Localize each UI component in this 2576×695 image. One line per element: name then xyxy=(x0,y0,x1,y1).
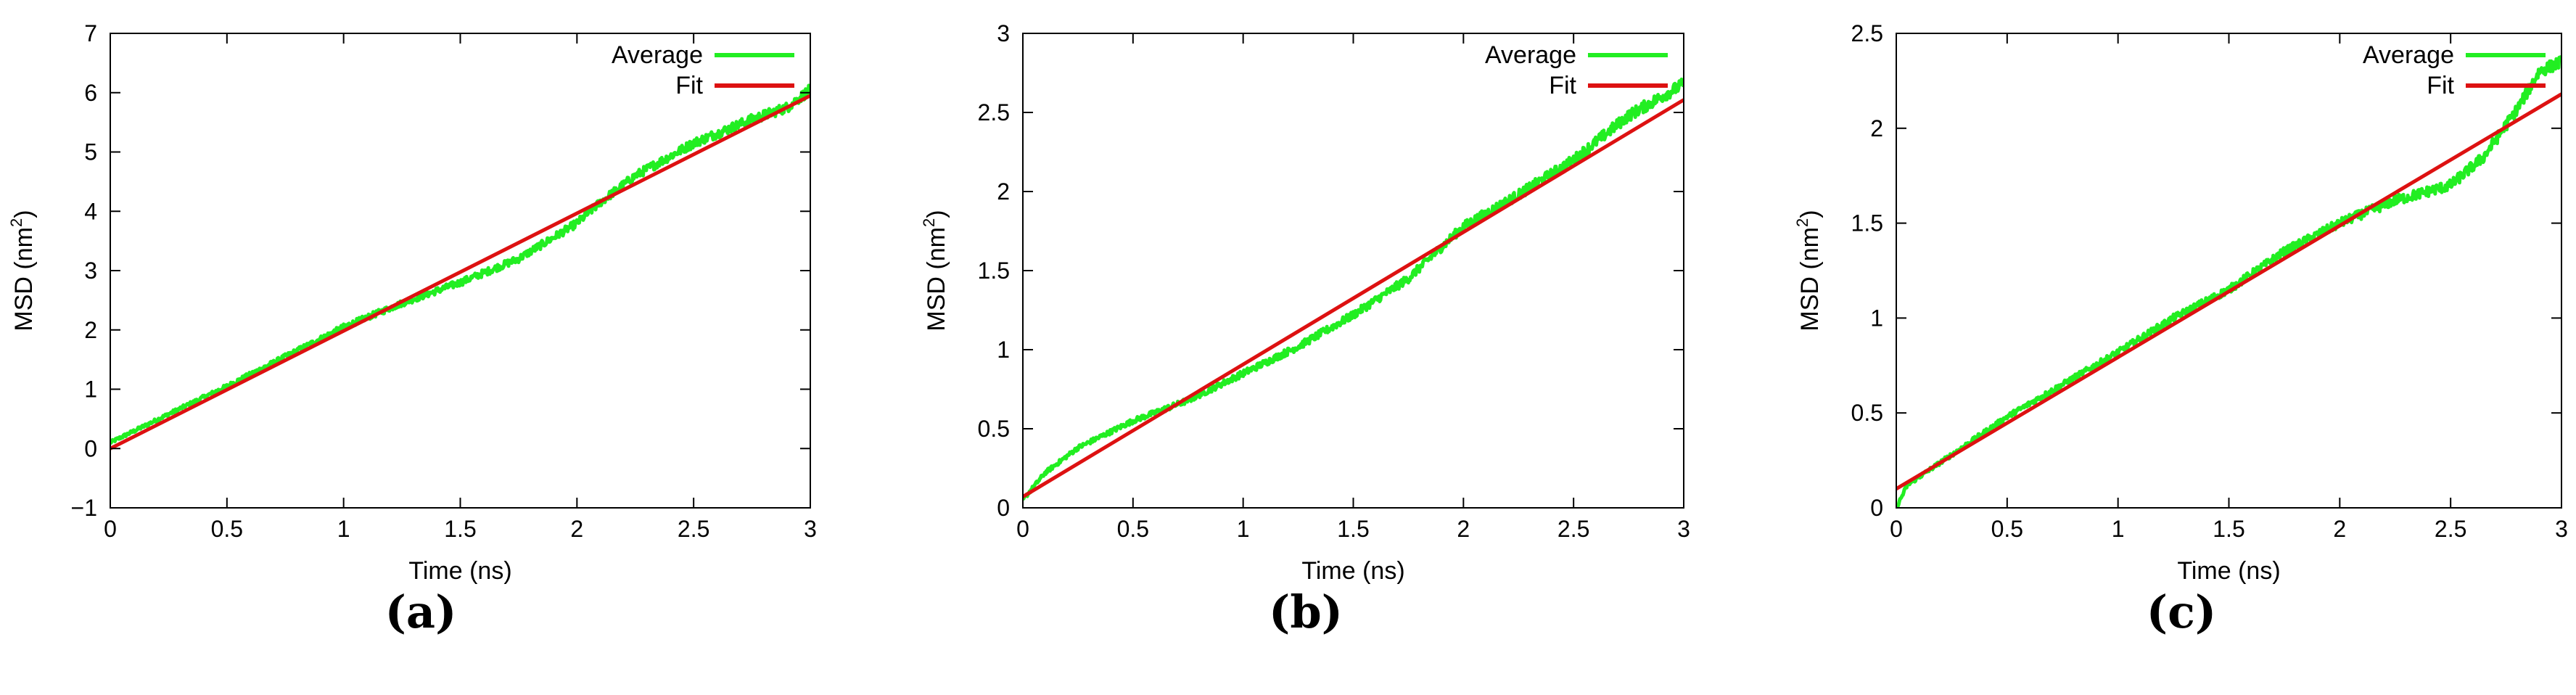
legend-label-average: Average xyxy=(1485,41,1576,69)
x-tick-label: 1.5 xyxy=(444,516,476,542)
x-tick-label: 1.5 xyxy=(1337,516,1369,542)
y-tick-label: 1.5 xyxy=(978,258,1010,284)
y-axis-label: MSD (nm2) xyxy=(920,210,950,331)
series-line-fit xyxy=(110,94,810,451)
x-tick-label: 2 xyxy=(570,516,583,542)
y-tick-label: 2.5 xyxy=(1851,20,1883,46)
y-tick-label: 0.5 xyxy=(1851,400,1883,426)
panel-label: (c) xyxy=(2147,585,2216,638)
y-tick-label: 1 xyxy=(84,377,97,403)
x-tick-label: 0.5 xyxy=(1991,516,2023,542)
y-tick-label: 0.5 xyxy=(978,416,1010,442)
y-tick-label: 2 xyxy=(84,317,97,343)
x-tick-label: 2.5 xyxy=(2435,516,2466,542)
chart-panel-2: 0 0.5 1 1.5 2 2.5 3 0 0.5 1 1.5 2 2.5 3 Time (ns) MSD (… xyxy=(920,20,1690,638)
y-tick-label: 4 xyxy=(84,198,97,224)
panel-label: (a) xyxy=(385,585,457,638)
x-tick-label: 1.5 xyxy=(2213,516,2244,542)
legend-label-fit: Fit xyxy=(2427,72,2454,99)
y-tick-label: 2 xyxy=(1870,115,1883,141)
y-tick-label: 1 xyxy=(1870,305,1883,331)
x-tick-label: 2.5 xyxy=(678,516,709,542)
y-tick-label: 1 xyxy=(997,337,1010,363)
x-tick-label: 0.5 xyxy=(211,516,243,542)
chart-panel-1: 0 0.5 1 1.5 2 2.5 3 −1 0 1 2 3 4 5 6 7 Time (ns) MSD (nm2… xyxy=(7,20,817,638)
series-line-fit xyxy=(1896,92,2561,490)
y-tick-label: 0 xyxy=(1870,495,1883,521)
plot-frame xyxy=(1896,33,2562,509)
x-tick-label: 3 xyxy=(1677,516,1690,542)
series-line-average xyxy=(1023,77,1684,501)
y-tick-label: 2.5 xyxy=(978,99,1010,126)
y-tick-label: −1 xyxy=(71,495,97,521)
x-tick-label: 1 xyxy=(2112,516,2125,542)
chart-panel-3: 0 0.5 1 1.5 2 2.5 3 0 0.5 1 1.5 2 2.5 Time (ns) MSD (n… xyxy=(1793,20,2568,638)
series-line-average xyxy=(110,83,810,445)
x-axis-label: Time (ns) xyxy=(408,557,511,585)
x-tick-label: 3 xyxy=(804,516,817,542)
x-tick-label: 2.5 xyxy=(1557,516,1589,542)
x-tick-label: 3 xyxy=(2555,516,2568,542)
x-tick-label: 0 xyxy=(104,516,117,542)
x-tick-label: 2 xyxy=(2333,516,2346,542)
x-tick-label: 1 xyxy=(1237,516,1250,542)
x-tick-label: 0 xyxy=(1016,516,1029,542)
y-tick-label: 6 xyxy=(84,80,97,106)
x-tick-label: 1 xyxy=(337,516,350,542)
y-tick-label: 3 xyxy=(84,258,97,284)
y-tick-label: 2 xyxy=(997,178,1010,205)
y-tick-label: 0 xyxy=(84,435,97,461)
legend-label-fit: Fit xyxy=(1549,72,1576,99)
legend-label-fit: Fit xyxy=(675,72,703,99)
x-tick-label: 2 xyxy=(1457,516,1470,542)
x-axis-label: Time (ns) xyxy=(2177,557,2280,585)
y-tick-label: 1.5 xyxy=(1851,210,1883,237)
legend-label-average: Average xyxy=(612,41,703,69)
y-axis-label: MSD (nm2) xyxy=(7,210,38,331)
y-tick-label: 3 xyxy=(997,20,1010,46)
series-line-fit xyxy=(1023,98,1684,498)
y-tick-label: 0 xyxy=(997,495,1010,521)
series-line-average xyxy=(1896,54,2561,508)
panel-label: (b) xyxy=(1269,585,1343,638)
x-tick-label: 0.5 xyxy=(1117,516,1149,542)
x-axis-label: Time (ns) xyxy=(1301,557,1404,585)
y-tick-label: 5 xyxy=(84,139,97,165)
x-tick-label: 0 xyxy=(1890,516,1903,542)
legend-label-average: Average xyxy=(2363,41,2454,69)
y-axis-label: MSD (nm2) xyxy=(1793,210,1824,331)
y-tick-label: 7 xyxy=(84,20,97,46)
